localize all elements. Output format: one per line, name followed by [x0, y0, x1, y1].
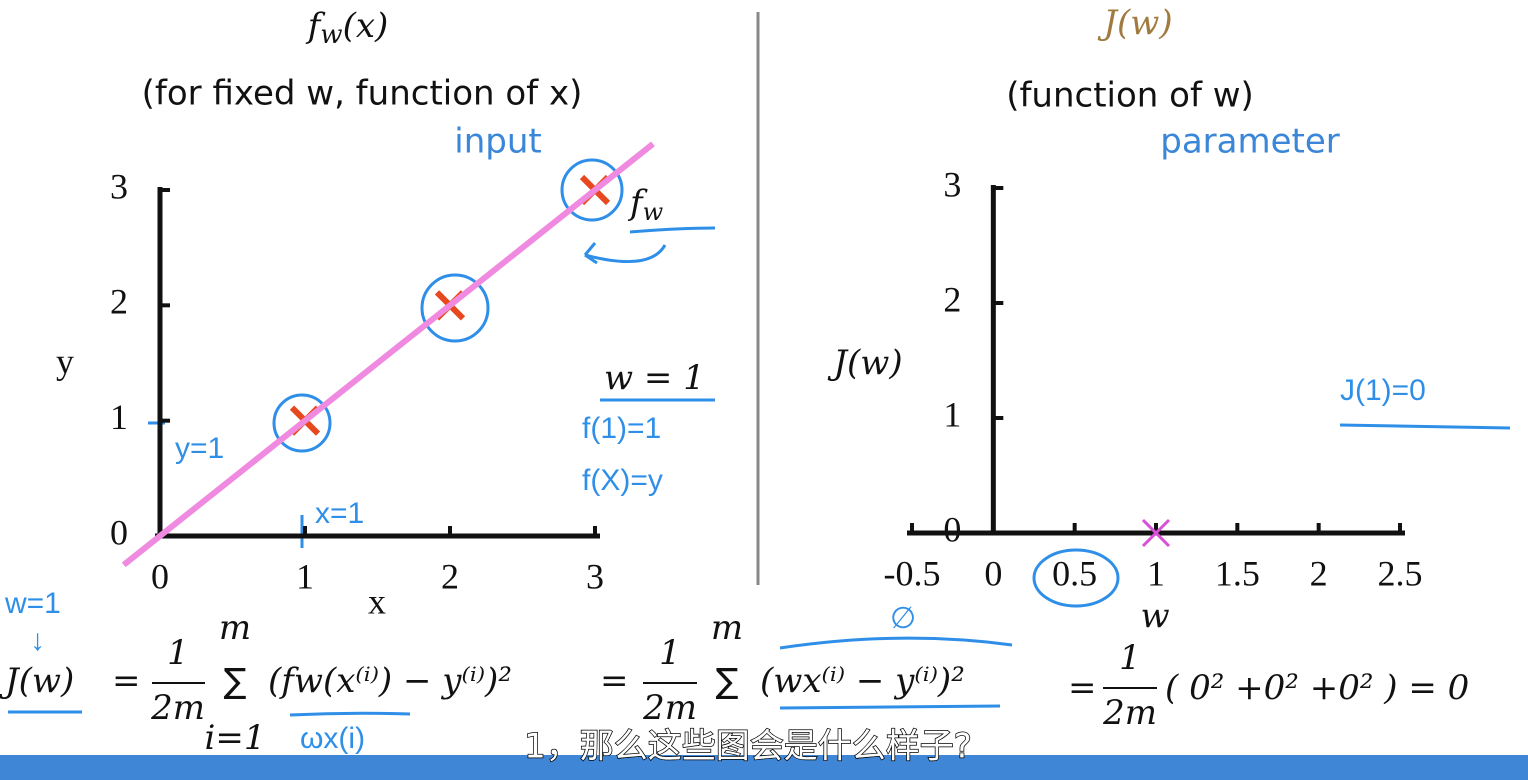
- annotation: f(X)=y: [582, 464, 663, 497]
- chart-title: J(w): [1097, 3, 1172, 43]
- eq-sum: ∑: [224, 662, 247, 702]
- y-tick-label: 2: [110, 282, 128, 322]
- chart-title: fw(x): [305, 6, 389, 50]
- annotation: w=1: [4, 587, 61, 620]
- eq-sum-top: m: [219, 608, 251, 648]
- x-axis-label: x: [368, 581, 386, 621]
- x-tick-label: 1.5: [1215, 553, 1260, 593]
- y-tick-label: 1: [943, 394, 961, 434]
- x-tick-label: 0: [984, 553, 1002, 593]
- title-sub: w: [320, 20, 342, 50]
- point-cross: [1141, 518, 1171, 548]
- x-tick-label: 1: [1147, 553, 1165, 593]
- annotation: y=1: [175, 432, 224, 465]
- eq-term: (wx⁽ⁱ⁾ − y⁽ⁱ⁾)²: [760, 661, 965, 701]
- x-tick-label: 0.5: [1052, 553, 1097, 593]
- y-tick-label: 0: [110, 512, 128, 552]
- caption: 1，那么这些图会是什么样子?: [524, 727, 972, 767]
- annotation: x=1: [315, 497, 364, 530]
- y-tick-label: 1: [110, 397, 128, 437]
- eq-term: ( 0² +0² +0² ) = 0: [1165, 668, 1469, 708]
- line-label: fw: [627, 183, 664, 226]
- equation: J(w) = 1 2m ∑ m i=1 (fw(x⁽ⁱ⁾) − y⁽ⁱ⁾)² =…: [0, 608, 1469, 758]
- annotation: f(1)=1: [582, 412, 661, 445]
- annotation: ↓: [30, 624, 45, 657]
- title-tail: (x): [343, 6, 389, 46]
- eq-sign: =: [1068, 668, 1097, 708]
- eq-den: 2m: [1102, 693, 1157, 733]
- y-tick-label: 2: [943, 279, 961, 319]
- point: [1141, 518, 1171, 548]
- chart-subtitle: (function of w): [1006, 76, 1254, 116]
- eq-term: (fw(x⁽ⁱ⁾) − y⁽ⁱ⁾)²: [268, 661, 512, 701]
- eq-sum-top: m: [711, 608, 743, 648]
- y-tick-label: 3: [943, 164, 961, 204]
- x-tick-label: 2: [441, 556, 459, 596]
- annotation: ∅: [890, 602, 916, 635]
- note: input: [454, 122, 541, 162]
- x-tick-label: 1: [296, 556, 314, 596]
- x-axis-label: w: [1140, 596, 1169, 636]
- y-axis-label: y: [56, 341, 74, 381]
- line-label-sub: w: [643, 198, 664, 226]
- note: parameter: [1160, 122, 1340, 162]
- eq-lhs: J(w): [0, 661, 74, 701]
- annotation-strokes: [8, 158, 1511, 717]
- eq-num: 1: [167, 633, 189, 673]
- eq-den: 2m: [150, 688, 205, 728]
- annotation: ωx(i): [300, 722, 365, 755]
- eq-num: 1: [659, 633, 681, 673]
- y-axis-label: J(w): [827, 343, 902, 383]
- eq-den: 2m: [642, 688, 697, 728]
- chart-subtitle: (for fixed w, function of x): [142, 74, 583, 114]
- eq-sign: =: [112, 661, 141, 701]
- annotation: J(1)=0: [1340, 374, 1426, 407]
- eq-sign: =: [600, 661, 629, 701]
- x-tick-label: -0.5: [884, 553, 941, 593]
- y-tick-label: 0: [943, 509, 961, 549]
- caption-bar: [0, 755, 1528, 780]
- eq-sum-bottom: i=1: [205, 718, 266, 758]
- fit-line: [121, 141, 655, 568]
- x-tick-label: 0: [151, 556, 169, 596]
- x-tick-label: 2: [1310, 553, 1328, 593]
- y-tick-label: 3: [110, 166, 128, 206]
- x-tick-label: 2.5: [1378, 553, 1423, 593]
- x-tick-label: 3: [586, 556, 604, 596]
- eq-num: 1: [1119, 638, 1141, 678]
- annotation: w = 1: [604, 358, 705, 398]
- eq-sum: ∑: [716, 662, 739, 702]
